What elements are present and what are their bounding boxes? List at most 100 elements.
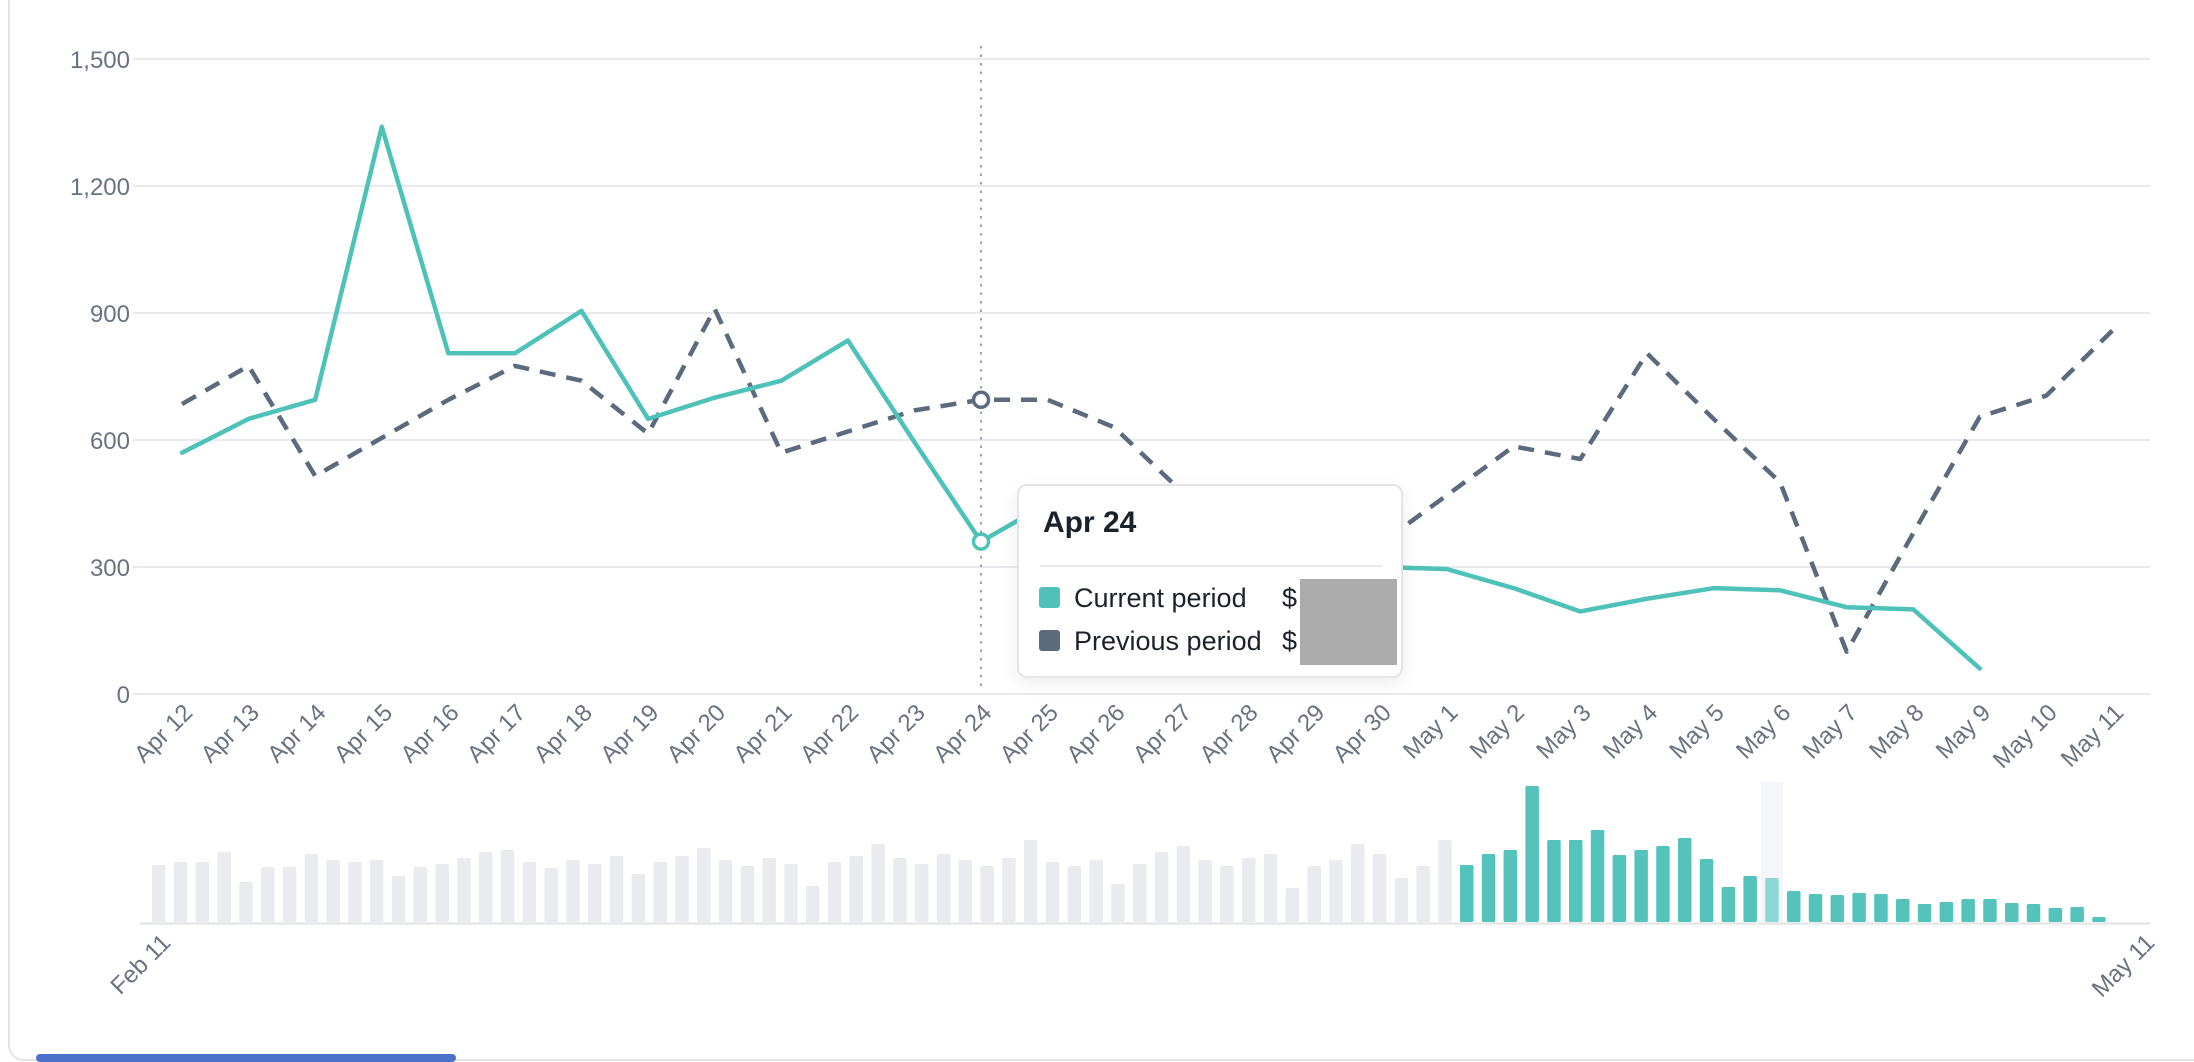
minimap-bar[interactable]	[1067, 866, 1082, 922]
minimap-bar[interactable]	[1154, 852, 1169, 922]
minimap-bar[interactable]	[1045, 862, 1060, 922]
x-axis-label: Apr 15	[329, 699, 398, 768]
minimap-bar[interactable]	[1002, 858, 1016, 922]
minimap-bar-selected[interactable]	[1743, 876, 1757, 922]
minimap-bar[interactable]	[195, 862, 210, 922]
minimap-bar[interactable]	[282, 867, 297, 922]
minimap-bar-selected[interactable]	[1612, 855, 1627, 922]
minimap-bar[interactable]	[1351, 844, 1365, 922]
x-axis-label: Apr 29	[1261, 699, 1330, 768]
minimap-bar-selected[interactable]	[1503, 850, 1518, 922]
minimap-bar-selected[interactable]	[1808, 894, 1823, 922]
minimap-bar[interactable]	[697, 848, 711, 922]
minimap-bar[interactable]	[413, 867, 428, 922]
minimap-bar[interactable]	[479, 852, 493, 922]
minimap-bar-selected[interactable]	[2092, 917, 2106, 922]
minimap-bar-selected[interactable]	[1634, 850, 1648, 922]
minimap-bar[interactable]	[348, 862, 362, 922]
minimap-bar-selected[interactable]	[1983, 899, 1997, 922]
minimap-bar-selected[interactable]	[1656, 846, 1670, 922]
minimap-bar-selected[interactable]	[1961, 899, 1975, 922]
minimap-bar[interactable]	[1416, 866, 1430, 922]
minimap-bar-selected[interactable]	[1874, 894, 1888, 922]
minimap-bar[interactable]	[522, 862, 537, 922]
minimap-bar[interactable]	[1133, 864, 1147, 922]
minimap-bar[interactable]	[675, 856, 689, 922]
minimap-bar[interactable]	[370, 860, 384, 922]
minimap-bar[interactable]	[566, 860, 580, 922]
minimap-bar-selected[interactable]	[1547, 840, 1561, 922]
minimap-bar[interactable]	[1372, 854, 1387, 922]
minimap-bar-selected[interactable]	[1699, 859, 1714, 922]
x-axis-label: May 3	[1531, 699, 1596, 764]
minimap-bar[interactable]	[217, 852, 231, 922]
minimap-bar[interactable]	[1220, 866, 1234, 922]
minimap-bar[interactable]	[893, 858, 907, 922]
bottom-scroll-indicator[interactable]	[36, 1054, 456, 1062]
minimap-bar-selected[interactable]	[2048, 908, 2063, 922]
minimap-bar[interactable]	[980, 866, 994, 922]
minimap-bar[interactable]	[152, 865, 166, 922]
minimap-bar-selected[interactable]	[1896, 899, 1910, 922]
minimap-bar[interactable]	[762, 858, 776, 922]
minimap-bar[interactable]	[1242, 858, 1256, 922]
minimap-bar[interactable]	[936, 854, 951, 922]
minimap-bar[interactable]	[784, 864, 798, 922]
x-axis-label: Apr 24	[928, 699, 997, 768]
minimap-bar-selected[interactable]	[1569, 840, 1583, 922]
minimap-bar[interactable]	[1307, 866, 1321, 922]
minimap-bar[interactable]	[588, 864, 602, 922]
minimap-bar-selected[interactable]	[2026, 904, 2041, 922]
minimap-bar-selected[interactable]	[2070, 907, 2084, 922]
minimap-bar-selected[interactable]	[1917, 904, 1932, 922]
minimap-bar[interactable]	[631, 874, 646, 922]
minimap-bar[interactable]	[1176, 846, 1191, 922]
minimap-bar-selected[interactable]	[1852, 893, 1866, 922]
minimap-bar[interactable]	[391, 876, 406, 922]
minimap-bar[interactable]	[239, 882, 253, 922]
minimap-bar[interactable]	[1394, 878, 1409, 922]
minimap-bar[interactable]	[1111, 884, 1125, 922]
minimap-bar[interactable]	[653, 862, 667, 922]
minimap-bar-selected[interactable]	[1525, 786, 1539, 922]
minimap-bar[interactable]	[1438, 840, 1452, 922]
minimap-bar[interactable]	[958, 860, 973, 922]
minimap-bar[interactable]	[827, 862, 842, 922]
x-axis-label: Apr 17	[462, 699, 531, 768]
minimap-bar[interactable]	[457, 858, 471, 922]
minimap-bar[interactable]	[1198, 860, 1212, 922]
minimap-bar[interactable]	[740, 866, 755, 922]
minimap-bar-selected[interactable]	[1721, 887, 1736, 922]
minimap-bar[interactable]	[871, 844, 885, 922]
minimap-bar-selected[interactable]	[1678, 838, 1692, 922]
minimap-bar[interactable]	[915, 864, 929, 922]
minimap-bar[interactable]	[326, 860, 340, 922]
minimap-bar-selected[interactable]	[1787, 891, 1801, 922]
minimap-bar-selected[interactable]	[1460, 865, 1474, 922]
minimap-bar[interactable]	[304, 854, 319, 922]
minimap-bar-selected[interactable]	[1939, 902, 1954, 922]
minimap-bar[interactable]	[718, 860, 733, 922]
minimap-bar-selected[interactable]	[1481, 854, 1496, 922]
minimap-bar-selected[interactable]	[2005, 903, 2019, 922]
minimap-bar[interactable]	[1329, 860, 1343, 922]
minimap-bar[interactable]	[609, 856, 624, 922]
minimap-bar-selected[interactable]	[1765, 878, 1779, 922]
minimap-bar[interactable]	[500, 850, 515, 922]
minimap-bar[interactable]	[173, 862, 188, 922]
minimap-bar[interactable]	[544, 868, 558, 922]
minimap-bar-selected[interactable]	[1830, 895, 1845, 922]
minimap-bar[interactable]	[1089, 860, 1103, 922]
minimap-bar[interactable]	[806, 886, 820, 922]
minimap-bar[interactable]	[261, 867, 275, 922]
previous-period-value: $	[1282, 626, 1298, 656]
x-axis-label: Apr 13	[196, 699, 265, 768]
minimap-bar[interactable]	[1285, 888, 1300, 922]
minimap-bar[interactable]	[1263, 854, 1278, 922]
minimap-bar[interactable]	[1024, 840, 1038, 922]
minimap-bar[interactable]	[435, 864, 449, 922]
minimap-bar-selected[interactable]	[1590, 830, 1605, 922]
minimap-bar[interactable]	[849, 856, 864, 922]
current-period-label: Current period	[1074, 583, 1247, 613]
